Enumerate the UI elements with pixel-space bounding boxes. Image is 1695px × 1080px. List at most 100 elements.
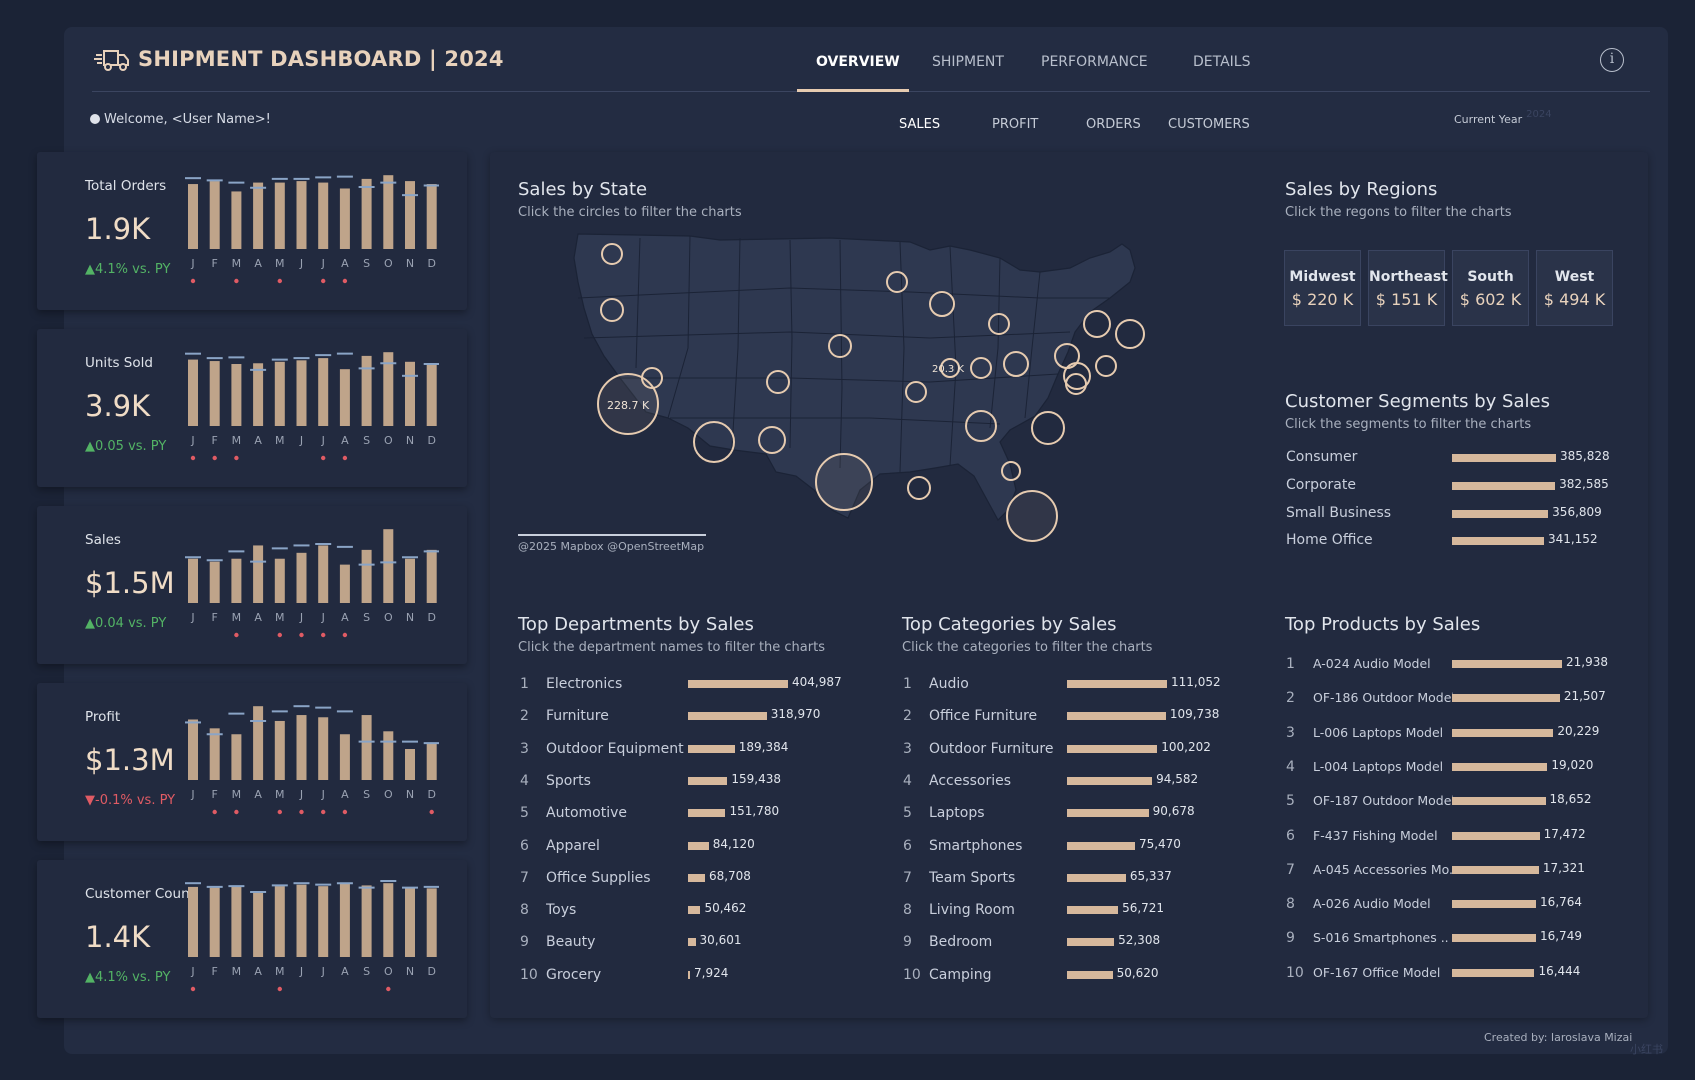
list-item[interactable]: 10 Grocery 7,924 — [520, 966, 860, 987]
item-name[interactable]: OF-167 Office Model — [1313, 964, 1441, 980]
kpi-bar[interactable] — [361, 549, 372, 603]
list-item[interactable]: 3 Outdoor Furniture 100,202 — [903, 740, 1243, 761]
item-name[interactable]: Grocery — [546, 966, 602, 983]
kpi-bar[interactable] — [339, 883, 350, 957]
value-bar[interactable] — [1452, 797, 1546, 806]
item-name[interactable]: A-045 Accessories Mo.. — [1313, 861, 1453, 877]
kpi-bar[interactable] — [274, 361, 285, 426]
kpi-bar[interactable] — [361, 885, 372, 957]
bubble-state[interactable] — [597, 373, 659, 435]
kpi-bar[interactable] — [231, 558, 242, 603]
bubble-state[interactable] — [886, 271, 908, 293]
kpi-bar[interactable] — [339, 734, 350, 780]
item-name[interactable]: Team Sports — [929, 869, 1016, 886]
value-bar[interactable] — [1452, 968, 1535, 977]
list-item[interactable]: 1 A-024 Audio Model 21,938 — [1286, 655, 1616, 676]
bubble-state[interactable] — [1095, 355, 1117, 377]
bubble-state[interactable] — [1031, 411, 1065, 445]
value-bar[interactable] — [1452, 831, 1540, 840]
kpi-bar[interactable] — [426, 743, 437, 780]
kpi-bar[interactable] — [361, 715, 372, 780]
item-name[interactable]: Apparel — [546, 837, 600, 854]
list-item[interactable]: 9 Beauty 30,601 — [520, 933, 860, 954]
item-name[interactable]: Automotive — [546, 805, 627, 822]
item-name[interactable]: Smartphones — [929, 837, 1023, 854]
list-item[interactable]: 5 Laptops 90,678 — [903, 804, 1243, 825]
item-name[interactable]: Electronics — [546, 676, 623, 692]
kpi-bar[interactable] — [231, 364, 242, 426]
segment-name[interactable]: Home Office — [1286, 532, 1373, 549]
value-bar[interactable] — [1452, 660, 1562, 668]
kpi-bar[interactable] — [188, 719, 198, 780]
bubble-state[interactable] — [940, 358, 960, 378]
list-item[interactable]: 7 Team Sports 65,337 — [903, 869, 1243, 890]
list-item[interactable]: 3 L-006 Laptops Model 20,229 — [1286, 724, 1616, 745]
kpi-bar[interactable] — [318, 182, 329, 249]
kpi-card[interactable]: Sales $1.5M ▲0.04 vs. PY J F M A M J J A S O N D — [37, 506, 467, 664]
item-name[interactable]: Accessories — [929, 772, 1012, 789]
region-card-west[interactable]: West $ 494 K — [1536, 250, 1613, 326]
kpi-bar[interactable] — [209, 181, 220, 249]
item-name[interactable]: Office Supplies — [546, 869, 651, 886]
kpi-bar[interactable] — [405, 558, 415, 603]
item-name[interactable]: L-006 Laptops Model — [1313, 724, 1444, 740]
kpi-bar[interactable] — [383, 883, 394, 957]
list-item[interactable]: 6 Apparel 84,120 — [520, 837, 860, 858]
value-bar[interactable] — [1067, 970, 1113, 979]
kpi-bar[interactable] — [296, 181, 307, 249]
kpi-bar[interactable] — [253, 706, 264, 780]
kpi-bar[interactable] — [188, 886, 198, 957]
kpi-bar[interactable] — [274, 182, 285, 249]
bubble-state[interactable] — [929, 291, 955, 317]
kpi-card[interactable]: Profit $1.3M ▼-0.1% vs. PY J F M A M J J A S O N D — [37, 683, 467, 841]
region-card-northeast[interactable]: Northeast $ 151 K — [1368, 250, 1448, 326]
kpi-bar[interactable] — [296, 884, 307, 957]
item-name[interactable]: OF-186 Outdoor Model — [1313, 690, 1453, 706]
value-bar[interactable] — [1067, 680, 1167, 688]
segment-bar[interactable] — [1452, 537, 1544, 546]
list-item[interactable]: 9 S-016 Smartphones .. 16,749 — [1286, 929, 1616, 950]
list-item[interactable]: 7 A-045 Accessories Mo.. 17,321 — [1286, 861, 1616, 882]
segment-row[interactable]: Consumer 385,828 — [1286, 449, 1616, 469]
value-bar[interactable] — [1452, 762, 1548, 771]
kpi-bar[interactable] — [383, 529, 394, 603]
item-name[interactable]: Sports — [546, 772, 591, 789]
bubble-state[interactable] — [988, 313, 1010, 335]
kpi-bar[interactable] — [405, 888, 415, 957]
list-item[interactable]: 10 Camping 50,620 — [903, 966, 1243, 987]
kpi-bar[interactable] — [339, 188, 350, 249]
list-item[interactable]: 8 Living Room 56,721 — [903, 901, 1243, 922]
value-bar[interactable] — [1452, 934, 1536, 943]
kpi-bar[interactable] — [209, 561, 220, 603]
value-bar[interactable] — [688, 873, 705, 882]
segment-row[interactable]: Home Office 341,152 — [1286, 532, 1616, 552]
value-bar[interactable] — [1067, 841, 1135, 850]
value-bar[interactable] — [688, 809, 726, 818]
item-name[interactable]: Living Room — [929, 902, 1015, 919]
list-item[interactable]: 1 Audio 111,052 — [903, 675, 1243, 696]
current-year-filter[interactable]: Current Year 2024 — [1454, 109, 1552, 126]
kpi-bar[interactable] — [383, 175, 394, 249]
bubble-state[interactable] — [970, 357, 992, 379]
kpi-bar[interactable] — [426, 184, 437, 249]
segment-name[interactable]: Consumer — [1286, 449, 1358, 465]
list-item[interactable]: 8 Toys 50,462 — [520, 901, 860, 922]
list-item[interactable]: 2 Office Furniture 109,738 — [903, 707, 1243, 728]
list-item[interactable]: 7 Office Supplies 68,708 — [520, 869, 860, 890]
list-item[interactable]: 4 L-004 Laptops Model 19,020 — [1286, 758, 1616, 779]
value-bar[interactable] — [688, 712, 767, 721]
list-item[interactable]: 1 Electronics 404,987 — [520, 675, 860, 696]
kpi-bar[interactable] — [383, 352, 394, 426]
value-bar[interactable] — [688, 744, 735, 753]
segment-name[interactable]: Small Business — [1286, 504, 1392, 521]
list-item[interactable]: 2 Furniture 318,970 — [520, 707, 860, 728]
bubble-state[interactable] — [905, 381, 927, 403]
value-bar[interactable] — [688, 938, 696, 947]
item-name[interactable]: Office Furniture — [929, 708, 1038, 725]
item-name[interactable]: Beauty — [546, 934, 596, 951]
tab-shipment[interactable]: SHIPMENT — [932, 54, 1004, 70]
value-bar[interactable] — [1452, 865, 1539, 874]
